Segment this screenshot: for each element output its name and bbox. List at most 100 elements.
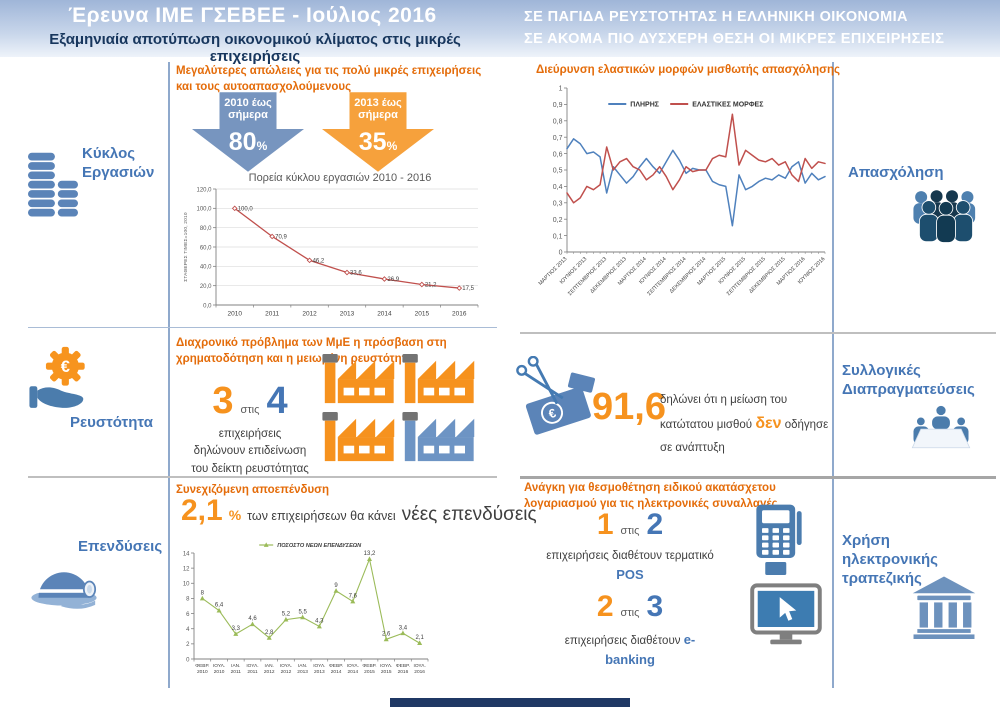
svg-text:2011: 2011 bbox=[231, 669, 242, 675]
svg-text:0,9: 0,9 bbox=[553, 102, 563, 109]
investments-heading: Συνεχιζόμενη αποεπένδυση bbox=[176, 484, 330, 496]
svg-text:21,2: 21,2 bbox=[425, 283, 437, 289]
svg-text:9: 9 bbox=[334, 583, 338, 589]
svg-text:ΦΕΒΡ.: ΦΕΒΡ. bbox=[362, 663, 376, 669]
svg-text:5,5: 5,5 bbox=[298, 609, 307, 615]
turnover-heading: Μεγαλύτερες απώλειες για τις πολύ μικρές… bbox=[176, 65, 482, 93]
svg-text:0,4: 0,4 bbox=[553, 184, 563, 191]
ebanking-highlight: e-banking bbox=[605, 632, 696, 668]
svg-text:20,0: 20,0 bbox=[200, 284, 212, 290]
svg-text:ΙΟΥΛ.: ΙΟΥΛ. bbox=[213, 663, 225, 669]
header-band bbox=[0, 0, 1000, 57]
svg-text:2013: 2013 bbox=[297, 669, 308, 675]
ratio-of: στις bbox=[240, 404, 260, 416]
euro-gear-hand-icon: € bbox=[29, 346, 85, 408]
svg-text:€: € bbox=[547, 406, 558, 421]
svg-text:2011: 2011 bbox=[265, 311, 279, 318]
investments-statement: 2,1% των επιχειρήσεων θα κάνει νέες επεν… bbox=[181, 494, 537, 527]
svg-text:ΙΑΝ.: ΙΑΝ. bbox=[298, 663, 307, 669]
svg-text:2016: 2016 bbox=[452, 311, 467, 318]
svg-text:2,6: 2,6 bbox=[382, 631, 391, 637]
monitor-cursor-icon bbox=[750, 583, 822, 645]
svg-text:0,2: 0,2 bbox=[553, 217, 563, 224]
down-arrow-orange: 2013 έως σήμερα 35% bbox=[322, 92, 434, 172]
arrow-value-label: 80% bbox=[228, 128, 268, 156]
svg-text:2010: 2010 bbox=[227, 311, 242, 318]
turnover-chart-title: Πορεία κύκλου εργασιών 2010 - 2016 bbox=[248, 172, 432, 184]
svg-text:ΠΟΣΟΣΤΟ ΝΕΩΝ ΕΠΕΝΔΥΣΕΩΝ: ΠΟΣΟΣΤΟ ΝΕΩΝ ΕΠΕΝΔΥΣΕΩΝ bbox=[277, 543, 362, 549]
svg-text:€: € bbox=[61, 358, 70, 376]
svg-text:2014: 2014 bbox=[377, 311, 392, 318]
svg-text:2: 2 bbox=[186, 642, 190, 648]
liquidity-caption: επιχειρήσεις δηλώνουν επιδείνωση του δεί… bbox=[191, 428, 309, 475]
pos-terminal-icon bbox=[756, 504, 802, 577]
headline-line2: ΣΕ ΑΚΟΜΑ ΠΙΟ ΔΥΣΧΕΡΗ ΘΕΣΗ ΟΙ ΜΙΚΡΕΣ ΕΠΙΧ… bbox=[524, 31, 945, 47]
liquidity-heading: Διαχρονικό πρόβλημα των ΜμΕ η πρόσβαση σ… bbox=[176, 337, 447, 365]
ratio-numerator: 3 bbox=[212, 380, 234, 422]
svg-text:0,6: 0,6 bbox=[553, 151, 563, 158]
ratio-denominator: 4 bbox=[266, 380, 288, 422]
svg-text:ΦΕΒΡ.: ΦΕΒΡ. bbox=[195, 663, 209, 669]
svg-text:ΦΕΒΡ.: ΦΕΒΡ. bbox=[396, 663, 410, 669]
svg-text:2015: 2015 bbox=[364, 669, 375, 675]
people-group-icon bbox=[913, 190, 976, 243]
factory-icon bbox=[322, 412, 395, 462]
pos-caption: επιχειρήσεις διαθέτουν τερματικό POS bbox=[546, 550, 714, 583]
svg-text:2014: 2014 bbox=[331, 669, 342, 675]
svg-text:2011: 2011 bbox=[247, 669, 258, 675]
page-subtitle: Εξαμηνιαία αποτύπωση οικονομικού κλίματο… bbox=[49, 31, 461, 65]
svg-text:4,3: 4,3 bbox=[315, 618, 324, 624]
svg-text:ΙΟΥΛ.: ΙΟΥΛ. bbox=[246, 663, 258, 669]
svg-text:40,0: 40,0 bbox=[200, 265, 212, 271]
miner-helmet-icon bbox=[31, 572, 97, 609]
svg-text:13,2: 13,2 bbox=[364, 551, 376, 557]
coins-icon bbox=[28, 152, 78, 217]
svg-text:60,0: 60,0 bbox=[200, 245, 212, 251]
svg-text:ΙΑΝ.: ΙΑΝ. bbox=[231, 663, 240, 669]
etransactions-heading: Ανάγκη για θεσμοθέτηση ειδικού ακατάσχετ… bbox=[524, 482, 778, 510]
page-title: Έρευνα ΙΜΕ ΓΣΕΒΕΕ - Ιούλιος 2016 bbox=[68, 4, 437, 27]
svg-text:4,6: 4,6 bbox=[248, 616, 257, 622]
svg-text:0,7: 0,7 bbox=[553, 135, 563, 142]
svg-text:0: 0 bbox=[559, 250, 563, 257]
svg-text:8: 8 bbox=[186, 597, 190, 603]
ebanking-caption: επιχειρήσεις διαθέτουν e-banking bbox=[564, 632, 696, 668]
svg-text:8: 8 bbox=[201, 590, 205, 596]
svg-text:0: 0 bbox=[186, 657, 190, 663]
svg-text:ΠΛΗΡΗΣ: ΠΛΗΡΗΣ bbox=[630, 102, 659, 109]
wage-highlight: δεν bbox=[755, 415, 782, 433]
svg-text:2013: 2013 bbox=[340, 311, 355, 318]
svg-text:ΔΕΚΕΜΒΡΙΟΣ 2015: ΔΕΚΕΜΒΡΙΟΣ 2015 bbox=[748, 256, 787, 295]
sidebar-item-liquidity: Ρευστότητα bbox=[70, 414, 153, 431]
pos-ratio: 1 στις 2 bbox=[596, 508, 664, 541]
wage-statement: δηλώνει ότι η μείωση του κατώτατου μισθο… bbox=[660, 394, 829, 455]
svg-text:ΙΟΥΛ.: ΙΟΥΛ. bbox=[347, 663, 359, 669]
svg-text:1: 1 bbox=[559, 86, 563, 93]
svg-text:ΙΟΥΛ.: ΙΟΥΛ. bbox=[380, 663, 392, 669]
svg-text:2015: 2015 bbox=[381, 669, 392, 675]
factory-icon bbox=[402, 354, 475, 404]
factory-icon-blue bbox=[402, 412, 475, 462]
svg-text:17,5: 17,5 bbox=[462, 286, 474, 292]
svg-text:80,0: 80,0 bbox=[200, 226, 212, 232]
sidebar-item-collective: Συλλογικές Διαπραγματεύσεις bbox=[842, 362, 975, 398]
svg-text:0,1: 0,1 bbox=[553, 233, 563, 240]
arrow-period-label: 2010 έως σήμερα bbox=[224, 97, 272, 122]
svg-text:3,3: 3,3 bbox=[232, 626, 241, 632]
down-arrow-shape bbox=[192, 92, 304, 172]
down-arrow-blue: 2010 έως σήμερα 80% bbox=[192, 92, 304, 172]
sidebar-item-investments: Επενδύσεις bbox=[78, 538, 163, 555]
svg-text:ΔΕΚΕΜΒΡΙΟΣ 2013: ΔΕΚΕΜΒΡΙΟΣ 2013 bbox=[589, 256, 628, 295]
svg-text:ΙΟΥΛ.: ΙΟΥΛ. bbox=[413, 663, 425, 669]
svg-text:33,6: 33,6 bbox=[350, 271, 362, 277]
svg-text:12: 12 bbox=[183, 566, 190, 572]
svg-text:2013: 2013 bbox=[314, 669, 325, 675]
svg-text:70,9: 70,9 bbox=[275, 234, 287, 240]
liquidity-ratio: 3 στις 4 bbox=[175, 382, 325, 420]
employment-heading: Διεύρυνση ελαστικών μορφών μισθωτής απασ… bbox=[536, 64, 840, 76]
footer-bar bbox=[390, 698, 630, 707]
meeting-table-icon bbox=[911, 405, 971, 449]
svg-text:ΣΤΑΘΕΡΕΣ ΤΙΜΕΣ=100, 2010: ΣΤΑΘΕΡΕΣ ΤΙΜΕΣ=100, 2010 bbox=[183, 212, 189, 282]
svg-text:0,8: 0,8 bbox=[553, 118, 563, 125]
